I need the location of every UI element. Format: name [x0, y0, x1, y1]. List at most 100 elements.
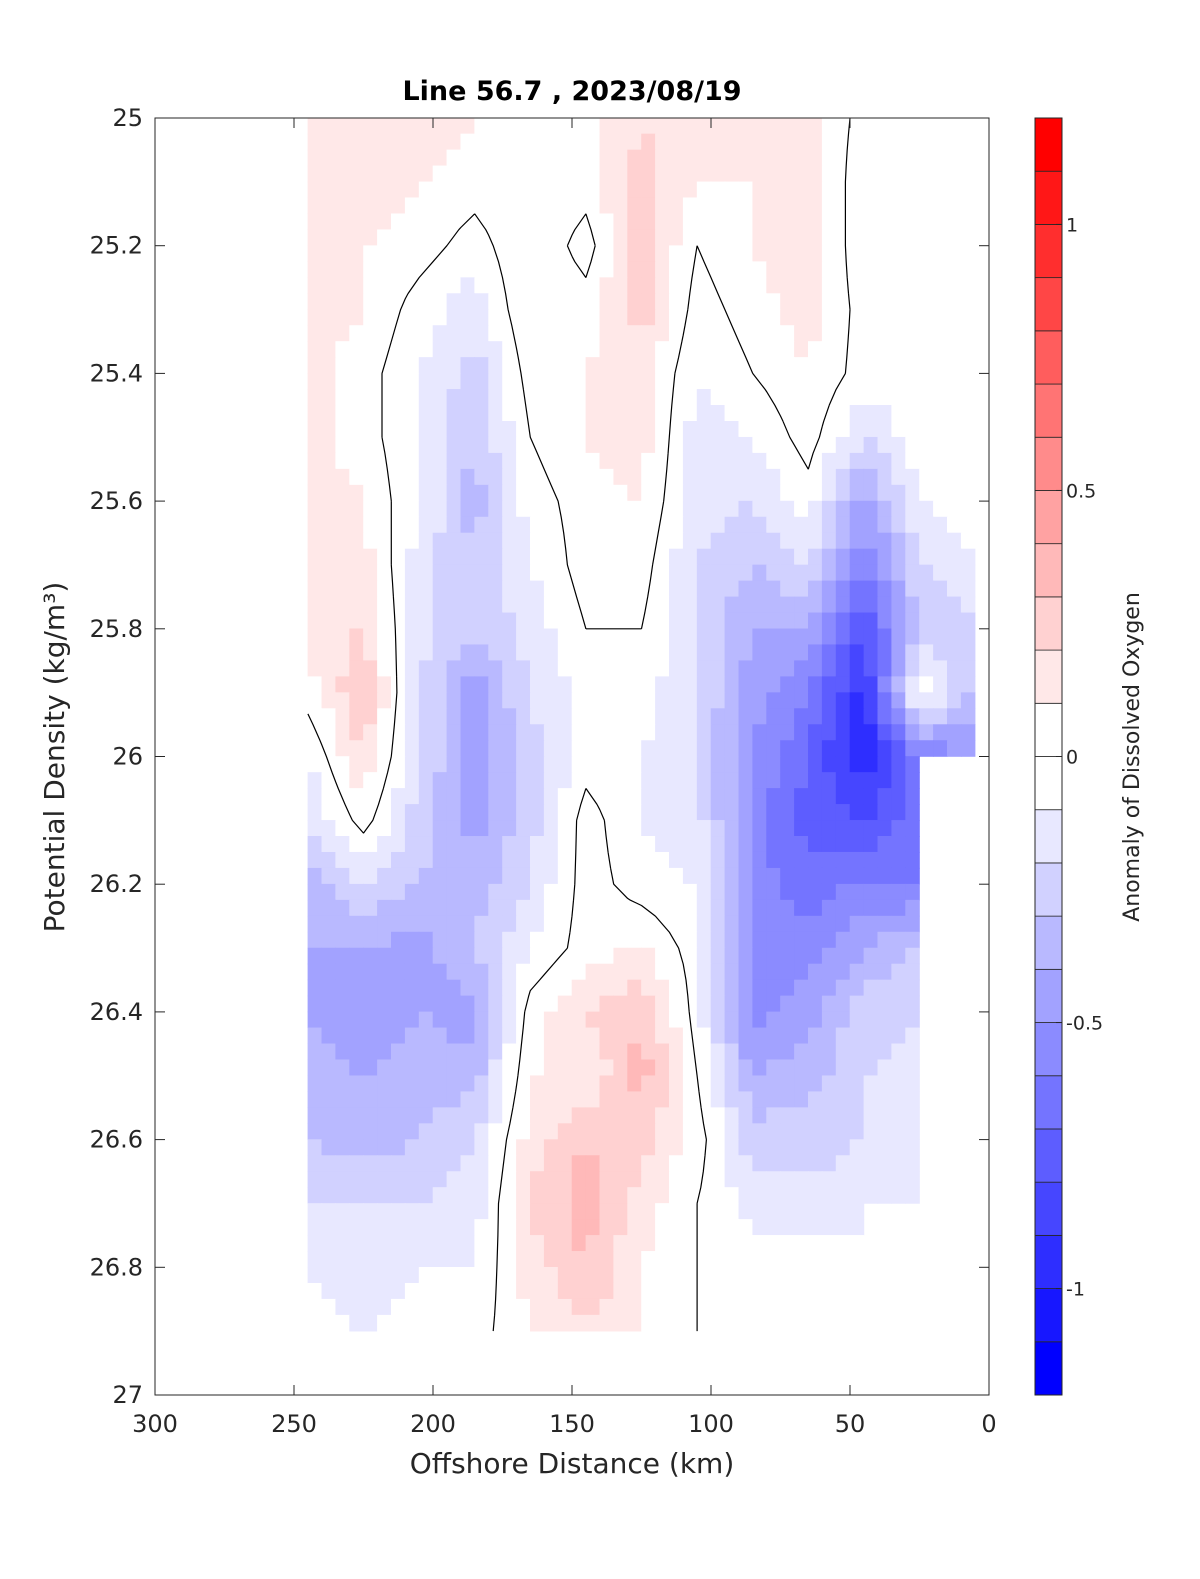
contour-cell [321, 851, 336, 869]
contour-cell [655, 1027, 670, 1045]
contour-cell [335, 1203, 350, 1220]
contour-cell [724, 149, 740, 167]
contour-cell [488, 612, 503, 630]
contour-cell [585, 325, 601, 342]
contour-cell [835, 724, 851, 741]
contour-cell [460, 373, 475, 390]
contour-cell [738, 676, 753, 693]
contour-cell [780, 963, 795, 981]
contour-cell [933, 548, 948, 566]
contour-cell [391, 1282, 406, 1300]
contour-cell [710, 548, 726, 566]
contour-cell [710, 772, 726, 789]
contour-cell [307, 580, 323, 598]
contour-cell [835, 1203, 851, 1220]
contour-cell [557, 708, 573, 725]
contour-cell [307, 389, 323, 406]
contour-cell [835, 676, 851, 693]
contour-cell [418, 1314, 434, 1332]
contour-cell [752, 197, 767, 215]
contour-cell [947, 357, 962, 374]
contour-cell [724, 245, 740, 262]
contour-cell [557, 724, 573, 741]
contour-cell [891, 1155, 906, 1172]
contour-cell [696, 133, 712, 151]
contour-cell [585, 420, 601, 438]
contour-cell [905, 197, 920, 215]
contour-cell [752, 405, 767, 422]
contour-cell [446, 1267, 462, 1284]
contour-cell [891, 644, 906, 662]
contour-cell [655, 325, 670, 342]
contour-cell [863, 899, 879, 917]
contour-cell [738, 133, 753, 151]
contour-cell [613, 1075, 628, 1093]
colorbar-band [1034, 170, 1063, 225]
contour-cell [613, 548, 628, 566]
contour-cell [613, 229, 628, 246]
contour-cell [321, 325, 336, 342]
contour-cell [682, 580, 698, 598]
contour-cell [543, 436, 559, 454]
contour-cell [738, 947, 753, 965]
contour-cell [710, 181, 726, 199]
contour-cell [613, 165, 628, 183]
contour-cell [891, 1011, 906, 1029]
contour-cell [377, 1219, 392, 1236]
contour-cell [516, 405, 531, 422]
colorbar-band [1034, 1341, 1063, 1396]
contour-cell [933, 405, 948, 422]
contour-cell [863, 532, 879, 550]
contour-cell [947, 293, 962, 310]
contour-cell [418, 660, 434, 677]
contour-cell [363, 277, 378, 294]
contour-cell [669, 1027, 684, 1045]
contour-cell [905, 564, 920, 582]
contour-cell [960, 564, 976, 582]
contour-cell [418, 436, 434, 454]
contour-cell [780, 261, 795, 278]
contour-cell [655, 931, 670, 949]
contour-cell [432, 1043, 448, 1061]
contour-cell [780, 740, 795, 757]
contour-cell [530, 181, 545, 199]
contour-cell [808, 883, 823, 901]
contour-cell [474, 660, 489, 677]
contour-cell [543, 420, 559, 438]
contour-cell [891, 580, 906, 598]
contour-cell [599, 261, 614, 278]
contour-cell [613, 309, 628, 326]
contour-cell [460, 341, 475, 358]
contour-cell [766, 963, 781, 981]
contour-cell [502, 899, 517, 917]
contour-cell [808, 915, 823, 933]
contour-cell [307, 277, 323, 294]
contour-cell [863, 468, 879, 486]
contour-cell [947, 213, 962, 231]
contour-cell [905, 963, 920, 981]
contour-cell [557, 1203, 573, 1220]
contour-cell [808, 1123, 823, 1140]
contour-cell [891, 883, 906, 901]
y-tick-label: 25.8 [90, 615, 143, 643]
contour-cell [391, 1155, 406, 1172]
contour-cell [641, 740, 656, 757]
contour-cell [794, 836, 809, 853]
contour-cell [516, 436, 531, 454]
contour-cell [808, 357, 823, 374]
contour-cell [391, 229, 406, 246]
contour-cell [835, 213, 851, 231]
contour-cell [780, 357, 795, 374]
contour-cell [821, 1155, 837, 1172]
contour-cell [738, 548, 753, 566]
contour-cell [557, 500, 573, 518]
contour-cell [460, 804, 475, 821]
contour-cell [641, 947, 656, 965]
contour-cell [919, 644, 934, 662]
contour-cell [863, 229, 879, 246]
contour-cell [696, 628, 712, 646]
contour-cell [335, 389, 350, 406]
contour-cell [780, 1059, 795, 1077]
contour-cell [502, 261, 517, 278]
contour-cell [641, 915, 656, 933]
